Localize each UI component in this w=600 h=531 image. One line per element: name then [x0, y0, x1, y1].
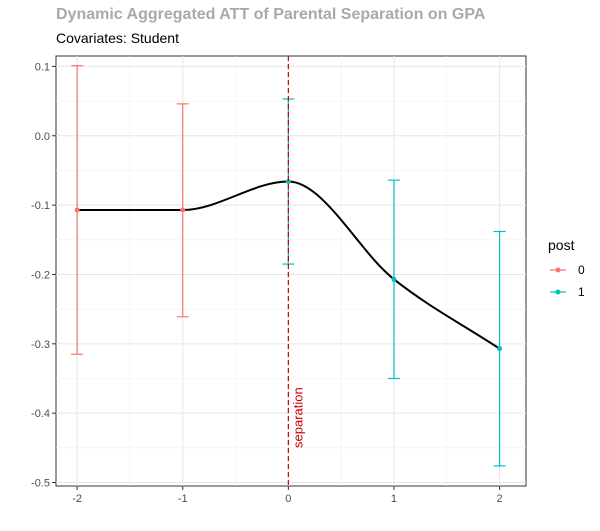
- y-axis-ticks: 0.1 0.0 -0.1 -0.2 -0.3 -0.4 -0.5: [31, 61, 56, 490]
- legend-title: post: [548, 237, 575, 253]
- point-estimate: [391, 276, 397, 282]
- legend-key-point: [555, 267, 561, 273]
- y-tick-label: -0.5: [31, 478, 50, 490]
- x-tick-label: 1: [391, 493, 397, 505]
- separation-annotation: separation: [290, 387, 305, 448]
- x-tick-label: -2: [72, 493, 82, 505]
- y-tick-label: 0.1: [35, 61, 50, 73]
- point-estimates: [74, 179, 503, 352]
- smoothed-estimate-line: [77, 180, 501, 350]
- legend-label: 0: [578, 263, 585, 277]
- chart-subtitle: Covariates: Student: [56, 30, 179, 46]
- chart-title: Dynamic Aggregated ATT of Parental Separ…: [56, 6, 486, 23]
- x-tick-label: -1: [178, 493, 188, 505]
- point-estimate: [180, 207, 186, 213]
- minor-gridlines: [56, 56, 526, 486]
- y-tick-label: -0.3: [31, 339, 50, 351]
- point-estimate: [74, 207, 80, 213]
- y-tick-label: -0.4: [31, 408, 50, 420]
- y-tick-label: 0.0: [35, 131, 50, 143]
- legend-key-point: [555, 289, 561, 295]
- point-estimate: [497, 346, 503, 352]
- x-tick-label: 2: [497, 493, 503, 505]
- y-tick-label: -0.2: [31, 269, 50, 281]
- x-axis-ticks: -2 -1 0 1 2: [72, 486, 503, 505]
- legend: post 0 1: [548, 237, 585, 299]
- y-tick-label: -0.1: [31, 200, 50, 212]
- point-estimate: [285, 179, 291, 185]
- x-tick-label: 0: [285, 493, 291, 505]
- legend-label: 1: [578, 285, 585, 299]
- plot-panel: [55, 55, 527, 487]
